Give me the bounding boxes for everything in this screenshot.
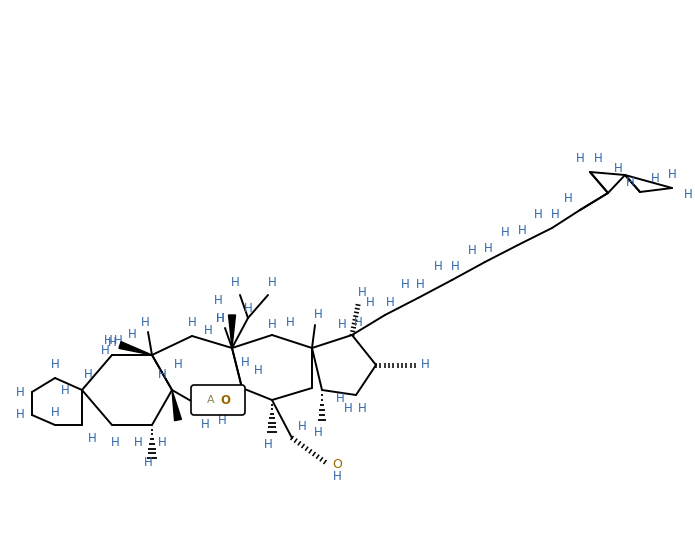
Text: H: H	[518, 224, 526, 236]
Text: H: H	[144, 456, 152, 468]
Text: H: H	[336, 391, 345, 405]
Text: H: H	[450, 260, 459, 273]
Text: H: H	[268, 277, 277, 290]
Text: A: A	[207, 395, 215, 405]
Text: H: H	[354, 315, 362, 329]
Text: H: H	[313, 425, 322, 438]
Text: H: H	[51, 405, 59, 419]
Text: H: H	[158, 435, 166, 448]
Text: H: H	[286, 315, 295, 329]
Text: H: H	[158, 368, 166, 381]
Text: H: H	[60, 383, 70, 396]
Text: H: H	[204, 324, 213, 337]
Text: H: H	[651, 172, 660, 184]
Text: H: H	[254, 363, 263, 377]
Text: H: H	[140, 315, 149, 329]
Polygon shape	[229, 315, 236, 348]
Text: H: H	[434, 260, 443, 273]
Text: H: H	[420, 358, 430, 372]
Text: H: H	[218, 414, 227, 427]
Text: H: H	[400, 278, 409, 291]
Text: H: H	[564, 192, 573, 205]
Text: O: O	[332, 457, 342, 471]
Text: H: H	[594, 151, 603, 164]
Text: H: H	[358, 401, 366, 415]
Text: H: H	[231, 277, 239, 290]
Text: H: H	[626, 176, 635, 188]
Text: H: H	[101, 343, 109, 357]
Text: H: H	[386, 296, 394, 309]
Text: H: H	[366, 296, 375, 310]
Text: H: H	[215, 311, 224, 325]
Text: H: H	[313, 307, 322, 320]
Text: H: H	[51, 358, 59, 372]
Text: H: H	[297, 419, 306, 433]
Text: H: H	[684, 188, 692, 201]
Text: H: H	[263, 438, 272, 452]
Text: H: H	[268, 319, 277, 331]
Text: H: H	[15, 386, 24, 399]
Text: H: H	[104, 334, 113, 347]
Text: H: H	[240, 356, 250, 368]
Text: H: H	[83, 368, 92, 381]
Text: H: H	[358, 286, 366, 299]
Text: H: H	[133, 435, 142, 448]
Text: H: H	[174, 358, 182, 372]
Text: H: H	[468, 244, 476, 257]
Text: H: H	[128, 329, 136, 342]
Text: H: H	[534, 209, 542, 221]
Text: H: H	[575, 151, 584, 164]
Text: H: H	[15, 409, 24, 421]
Text: H: H	[213, 293, 222, 306]
Text: H: H	[215, 311, 224, 325]
Text: H: H	[188, 315, 197, 329]
Text: H: H	[333, 471, 341, 484]
Text: H: H	[88, 432, 97, 444]
FancyBboxPatch shape	[191, 385, 245, 415]
Polygon shape	[172, 390, 181, 421]
Text: H: H	[113, 334, 122, 347]
Text: H: H	[343, 401, 352, 415]
Text: H: H	[484, 241, 492, 254]
Text: H: H	[338, 319, 346, 331]
Text: H: H	[416, 278, 425, 291]
Text: H: H	[108, 335, 116, 348]
Text: H: H	[500, 225, 509, 239]
Text: H: H	[550, 209, 559, 221]
Text: H: H	[668, 168, 676, 182]
Text: H: H	[244, 301, 252, 315]
Text: H: H	[614, 162, 623, 174]
Text: O: O	[220, 394, 230, 406]
Text: H: H	[201, 419, 209, 432]
Text: H: H	[111, 435, 120, 448]
Polygon shape	[119, 342, 152, 355]
